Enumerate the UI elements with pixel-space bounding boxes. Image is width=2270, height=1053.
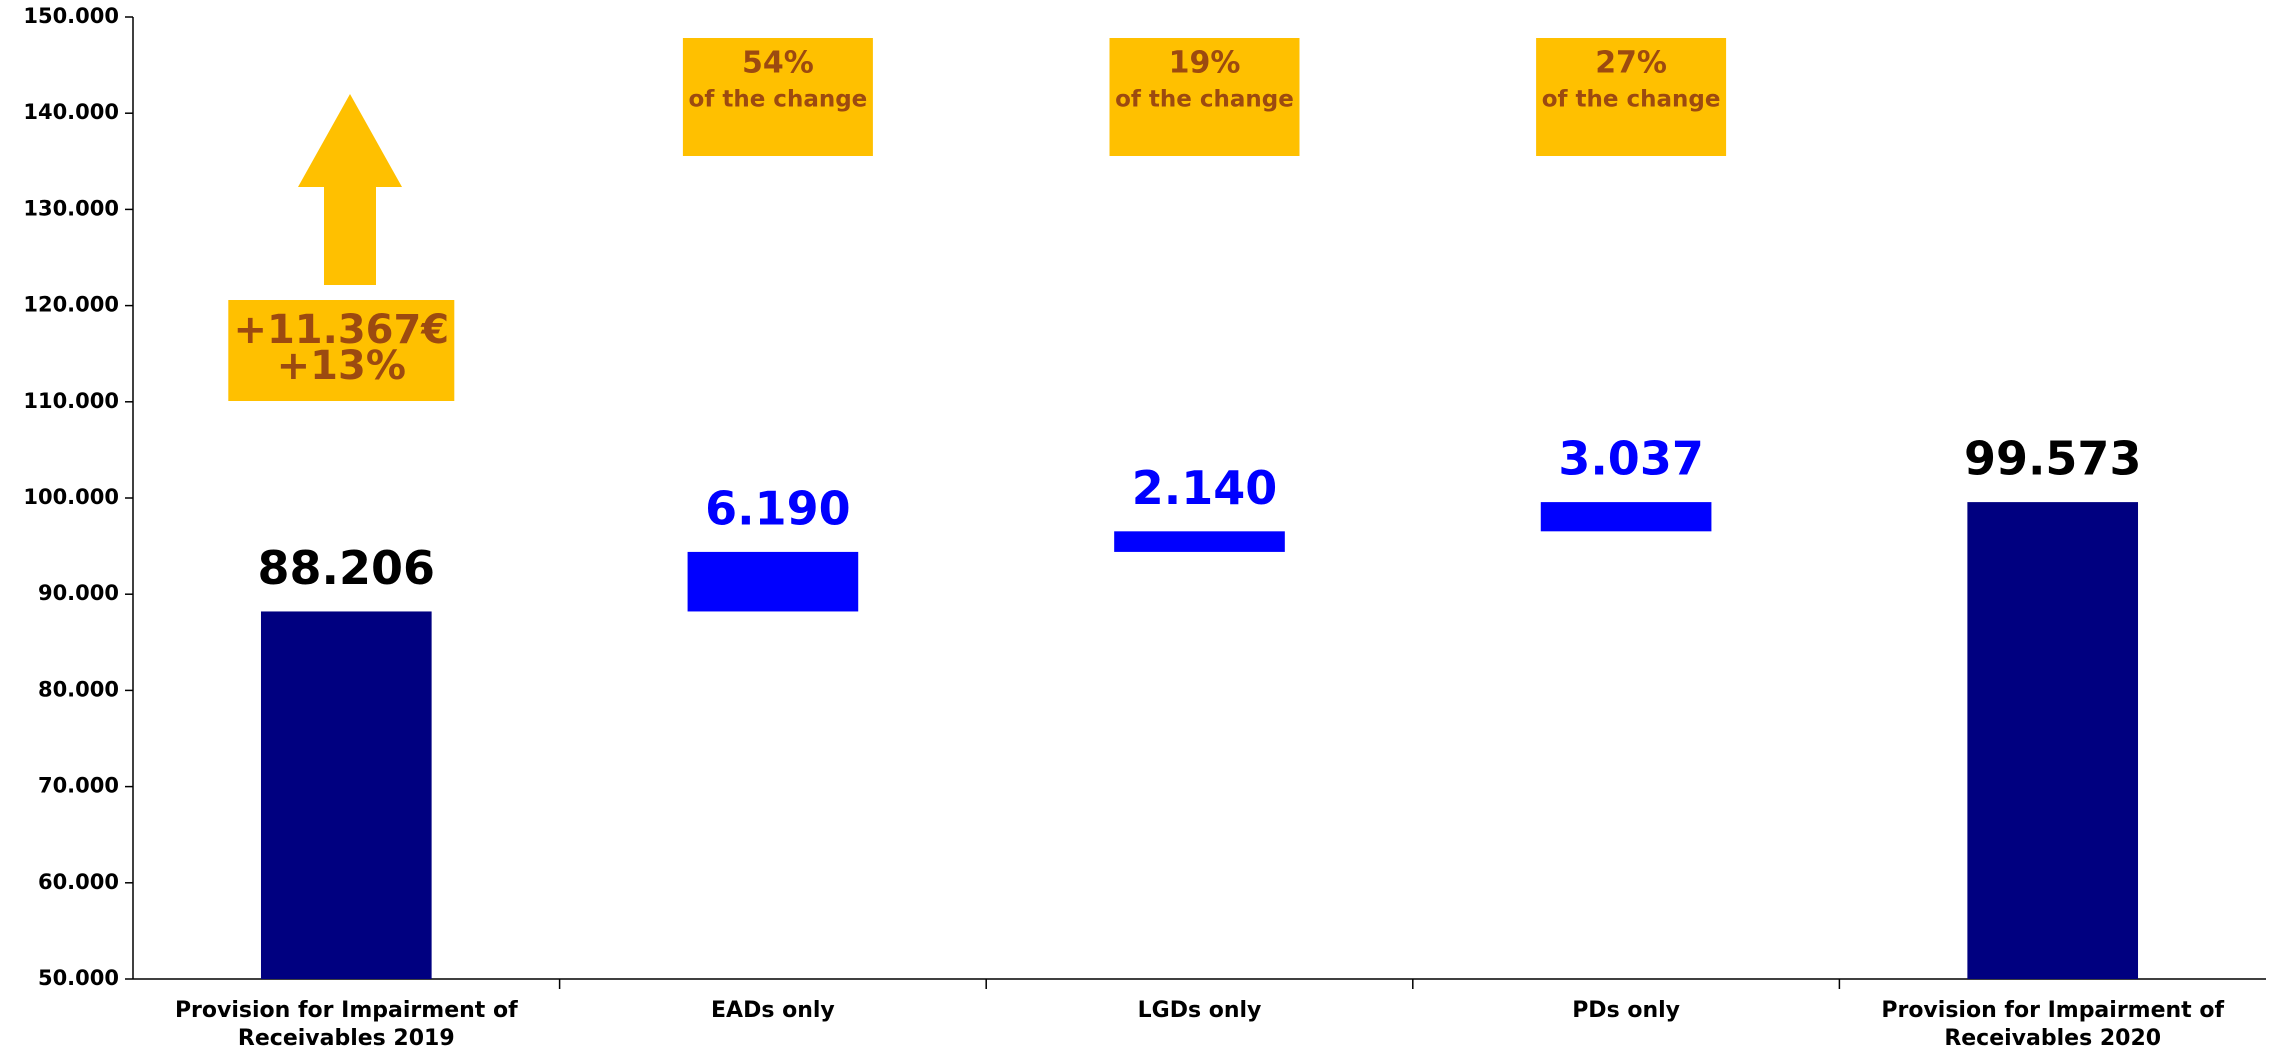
value-label: 3.037 <box>1558 432 1704 486</box>
y-tick-label: 90.000 <box>38 581 119 605</box>
annotation-text: +13% <box>277 343 406 389</box>
bar <box>1967 502 2139 979</box>
x-tick-label-line: Receivables 2020 <box>1944 1026 2161 1051</box>
y-tick-label: 120.000 <box>23 293 119 317</box>
value-label: 6.190 <box>705 481 851 535</box>
x-tick-label: Provision for Impairment of Receivables 2… <box>175 998 518 1051</box>
bar <box>260 611 432 979</box>
x-tick-label: Provision for Impairment of Receivables 2… <box>1881 998 2224 1051</box>
annotation-box <box>1536 38 1727 156</box>
annotation-text: 19% <box>1169 46 1241 81</box>
annotation-text: 27% <box>1595 46 1667 81</box>
annotation-text: of the change <box>689 87 868 113</box>
value-label: 88.206 <box>258 541 436 595</box>
x-tick-label: EADs only <box>711 998 835 1023</box>
y-tick-label: 70.000 <box>38 774 119 798</box>
annotation-box <box>682 38 873 156</box>
annotation-box <box>1109 38 1300 156</box>
up-arrow <box>298 94 402 285</box>
annotation-box <box>228 300 455 401</box>
x-tick-label: LGDs only <box>1138 998 1262 1023</box>
value-label: 2.140 <box>1132 461 1278 515</box>
value-label: 99.573 <box>1964 432 2142 486</box>
bar <box>1540 502 1712 532</box>
bar <box>687 551 859 612</box>
y-tick-label: 80.000 <box>38 677 119 701</box>
y-tick-label: 60.000 <box>38 870 119 894</box>
y-tick-label: 140.000 <box>23 100 119 124</box>
y-tick-label: 50.000 <box>38 966 119 990</box>
annotation-text: 54% <box>742 46 814 81</box>
y-tick-label: 110.000 <box>23 389 119 413</box>
y-tick-label: 100.000 <box>23 485 119 509</box>
annotation-text: of the change <box>1115 87 1294 113</box>
y-tick-label: 150.000 <box>23 4 119 28</box>
x-tick-label-line: Receivables 2019 <box>238 1026 455 1051</box>
x-tick-label-line: Provision for Impairment of <box>1881 998 2224 1023</box>
bar <box>1114 531 1285 552</box>
x-tick-label: PDs only <box>1572 998 1680 1023</box>
y-tick-label: 130.000 <box>23 196 119 220</box>
annotation-text: of the change <box>1542 87 1721 113</box>
x-tick-label-line: Provision for Impairment of <box>175 998 518 1023</box>
annotation-text: +11.367€ <box>233 307 449 353</box>
